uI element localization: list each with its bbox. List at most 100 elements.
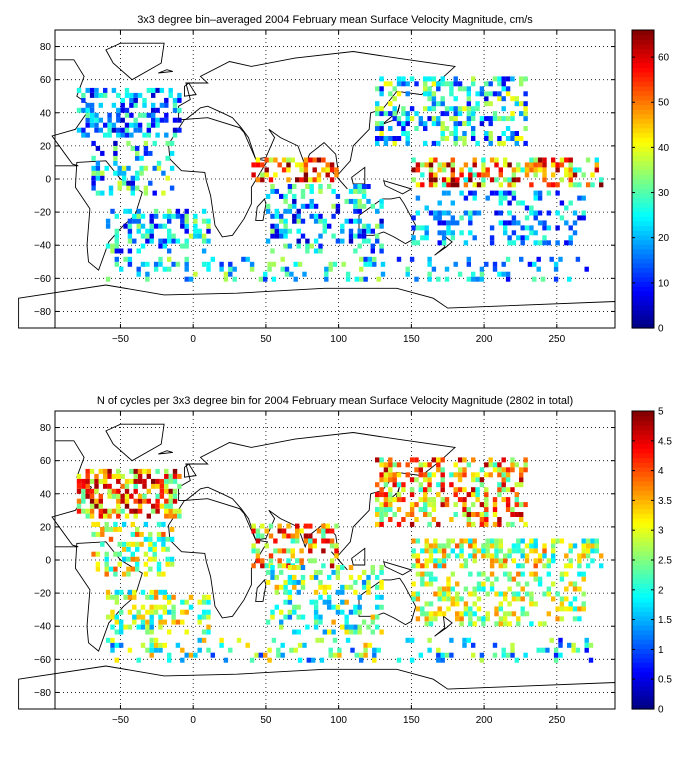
data-cell <box>201 218 207 224</box>
colorbar-tick-label: 5 <box>658 407 664 418</box>
data-cell <box>127 589 133 595</box>
data-cell <box>151 122 156 128</box>
data-cell <box>523 502 528 508</box>
data-cell <box>155 122 160 128</box>
data-cell <box>441 230 447 236</box>
x-tick-label: 200 <box>476 334 493 345</box>
data-cell <box>424 601 429 607</box>
data-cell <box>265 203 271 209</box>
data-cell <box>379 86 384 92</box>
data-cell <box>511 576 517 582</box>
data-cell <box>375 584 380 590</box>
data-cell <box>129 112 134 118</box>
data-cell <box>286 548 291 554</box>
data-cell <box>492 652 498 658</box>
data-cell <box>129 97 134 103</box>
data-cell <box>524 581 530 587</box>
data-cell <box>91 185 96 191</box>
data-cell <box>520 538 525 544</box>
data-cell <box>555 616 560 622</box>
data-cell <box>503 225 508 231</box>
data-cell <box>459 230 464 236</box>
data-cell <box>440 457 445 463</box>
data-cell <box>158 223 163 229</box>
data-cell <box>268 157 274 163</box>
data-cell <box>188 652 194 658</box>
data-cell <box>379 472 384 478</box>
data-cell <box>466 261 471 267</box>
data-cell <box>551 558 556 564</box>
data-cell <box>98 102 103 108</box>
data-cell <box>113 170 118 176</box>
data-cell <box>299 528 304 534</box>
data-cell <box>468 230 473 236</box>
colorbar-tick-label: 3 <box>658 526 664 537</box>
data-cell <box>354 276 359 282</box>
data-cell <box>405 271 410 277</box>
data-cell <box>175 261 181 267</box>
data-cell <box>519 477 524 483</box>
data-cell <box>459 621 464 627</box>
data-cell <box>206 266 211 272</box>
data-cell <box>466 116 471 122</box>
data-cell <box>161 546 166 552</box>
data-cell <box>472 210 477 216</box>
data-cell <box>165 556 170 562</box>
data-cell <box>149 642 154 648</box>
data-cell <box>309 599 314 605</box>
data-cell <box>255 538 261 544</box>
data-cell <box>114 657 119 663</box>
data-cell <box>494 190 499 196</box>
data-cell <box>423 126 428 131</box>
data-cell <box>155 117 160 123</box>
data-cell <box>89 468 95 474</box>
data-cell <box>340 565 345 570</box>
data-cell <box>497 487 502 493</box>
data-cell <box>555 190 560 196</box>
colorbar-tick-label: 20 <box>658 233 670 244</box>
data-cell <box>286 162 291 168</box>
data-cell <box>137 503 143 509</box>
data-cell <box>459 616 464 622</box>
data-cell <box>104 566 109 572</box>
data-cell <box>81 483 86 489</box>
data-cell <box>498 591 503 597</box>
data-cell <box>121 175 127 181</box>
data-cell <box>379 203 384 209</box>
data-cell <box>130 145 135 151</box>
data-cell <box>290 533 295 539</box>
data-cell <box>375 121 380 127</box>
data-cell <box>348 609 354 615</box>
data-cell <box>437 558 442 564</box>
data-cell <box>201 594 207 600</box>
data-cell <box>133 122 138 128</box>
data-cell <box>572 596 578 602</box>
data-cell <box>453 126 458 131</box>
data-cell <box>136 213 141 219</box>
data-cell <box>433 172 438 178</box>
data-cell <box>113 571 118 577</box>
colorbar: 00.511.522.533.544.55 <box>631 407 672 716</box>
data-cell <box>268 177 274 183</box>
colorbar-tick-label: 40 <box>658 143 670 154</box>
data-cell <box>375 482 380 488</box>
data-cell <box>137 508 143 514</box>
data-cell <box>300 574 306 580</box>
data-cell <box>599 177 604 183</box>
data-cell <box>279 619 284 625</box>
data-cell <box>468 621 473 627</box>
colorbar-segment <box>632 62 654 68</box>
data-cell <box>503 157 508 163</box>
data-cell <box>462 497 467 503</box>
data-cell <box>142 483 147 489</box>
data-cell <box>428 621 434 627</box>
data-cell <box>431 91 437 97</box>
data-cell <box>133 478 138 484</box>
data-cell <box>327 599 332 605</box>
data-cell <box>503 220 508 226</box>
data-cell <box>575 647 581 653</box>
data-cell <box>571 642 576 648</box>
data-cell <box>156 571 162 577</box>
data-cell <box>494 591 499 597</box>
data-cell <box>450 571 455 577</box>
